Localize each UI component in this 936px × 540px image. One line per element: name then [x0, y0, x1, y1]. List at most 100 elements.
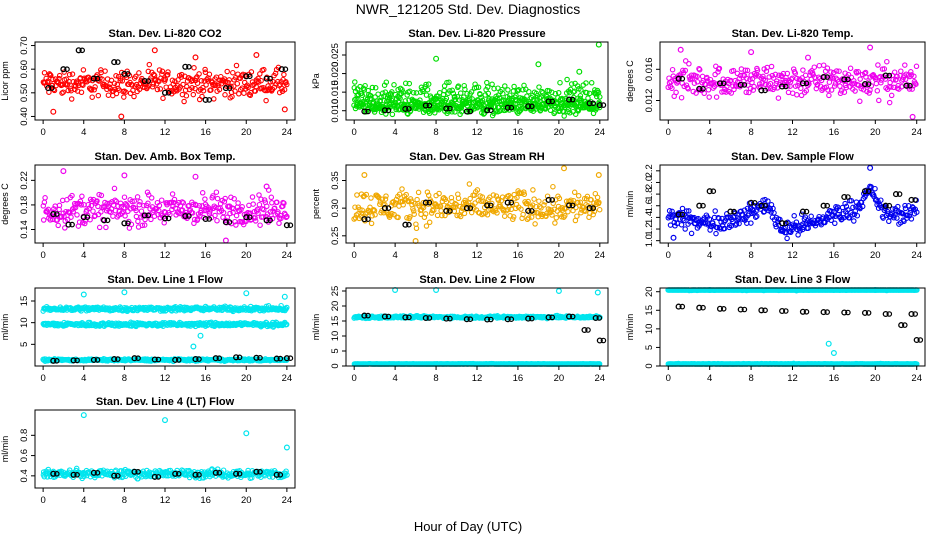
overlay-point — [161, 89, 169, 96]
data-point — [461, 82, 467, 89]
y-tick-label: 0.70 — [19, 36, 30, 55]
data-point — [231, 196, 237, 202]
data-point — [224, 68, 230, 75]
overlay-point — [443, 105, 450, 112]
overlay-point — [782, 83, 789, 90]
data-point — [267, 209, 274, 215]
data-point — [275, 209, 281, 215]
data-point — [196, 202, 203, 209]
overlay-point — [751, 200, 758, 206]
y-tick-label: 0.22 — [19, 171, 30, 190]
data-point — [901, 218, 907, 225]
data-point — [563, 95, 569, 102]
data-point — [370, 206, 377, 213]
data-point — [410, 208, 417, 214]
data-point — [838, 88, 845, 94]
data-point — [200, 88, 207, 94]
data-point — [800, 221, 806, 227]
y-tick-label: 1.4 — [644, 211, 655, 224]
data-point — [181, 98, 187, 105]
overlay-point — [861, 188, 869, 195]
x-tick-label: 16 — [513, 373, 524, 384]
overlay-point — [908, 196, 915, 203]
y-tick-label: 5 — [330, 348, 341, 353]
overlay-point — [247, 73, 253, 80]
data-point — [129, 198, 135, 205]
overlay-point — [381, 205, 388, 212]
data-point — [557, 79, 563, 86]
data-point — [260, 214, 266, 220]
data-point — [236, 91, 242, 97]
data-point — [574, 213, 580, 219]
data-point — [263, 97, 269, 104]
overlay-point — [696, 85, 703, 92]
data-point — [146, 61, 153, 68]
panel-title-licortemp: Stan. Dev. Li-820 Temp. — [732, 28, 854, 40]
data-point — [549, 212, 555, 218]
data-point — [136, 70, 142, 76]
y-tick-label: 0.35 — [330, 171, 341, 190]
overlay-point — [700, 202, 706, 209]
data-point — [88, 87, 95, 93]
x-tick-label: 24 — [595, 373, 606, 384]
points-pressure — [351, 41, 607, 119]
data-point — [133, 73, 139, 80]
data-point — [552, 220, 558, 226]
data-point — [754, 67, 761, 74]
data-point — [479, 97, 486, 104]
data-point — [691, 80, 698, 86]
data-point — [668, 79, 674, 85]
data-point — [449, 87, 455, 94]
data-point — [121, 194, 128, 200]
data-point — [372, 212, 378, 218]
y-axis-label-line3: ml/min — [625, 314, 635, 341]
data-point — [122, 213, 128, 219]
data-point — [891, 214, 897, 221]
outlier-point — [677, 46, 684, 53]
data-point — [891, 69, 898, 75]
overlay-point — [385, 313, 392, 320]
data-point — [596, 199, 602, 206]
data-point — [520, 211, 526, 218]
data-point — [751, 83, 757, 90]
data-point — [261, 206, 267, 213]
data-point — [491, 85, 497, 92]
data-point — [40, 217, 47, 223]
data-point — [369, 213, 375, 219]
overlay-point — [545, 98, 552, 105]
data-point — [494, 210, 500, 216]
data-point — [284, 304, 290, 311]
y-tick-label: 20 — [330, 301, 341, 312]
outlier-point — [243, 290, 250, 297]
outlier-point — [60, 168, 67, 175]
data-point — [284, 81, 290, 88]
overlay-point — [70, 357, 77, 364]
overlay-point — [381, 313, 388, 320]
overlay-point — [175, 357, 182, 363]
data-point — [216, 86, 223, 93]
overlay-point — [426, 199, 433, 206]
data-point — [415, 189, 422, 196]
data-point — [833, 68, 840, 74]
data-point — [567, 110, 573, 116]
overlay-point — [406, 221, 412, 228]
overlay-point — [365, 216, 371, 223]
data-point — [202, 66, 208, 73]
data-point — [135, 218, 141, 225]
data-point — [389, 89, 395, 95]
data-point — [832, 220, 838, 227]
data-point — [878, 79, 884, 86]
data-point — [760, 73, 766, 80]
data-point — [851, 211, 858, 218]
data-point — [795, 223, 802, 229]
data-point — [808, 213, 814, 220]
overlay-point — [799, 80, 806, 87]
data-point — [194, 80, 201, 86]
data-point — [425, 81, 432, 87]
data-point — [423, 223, 430, 229]
data-point — [105, 206, 111, 212]
overlay-point — [257, 354, 263, 361]
overlay-point — [50, 357, 57, 364]
outlier-point — [197, 332, 204, 339]
